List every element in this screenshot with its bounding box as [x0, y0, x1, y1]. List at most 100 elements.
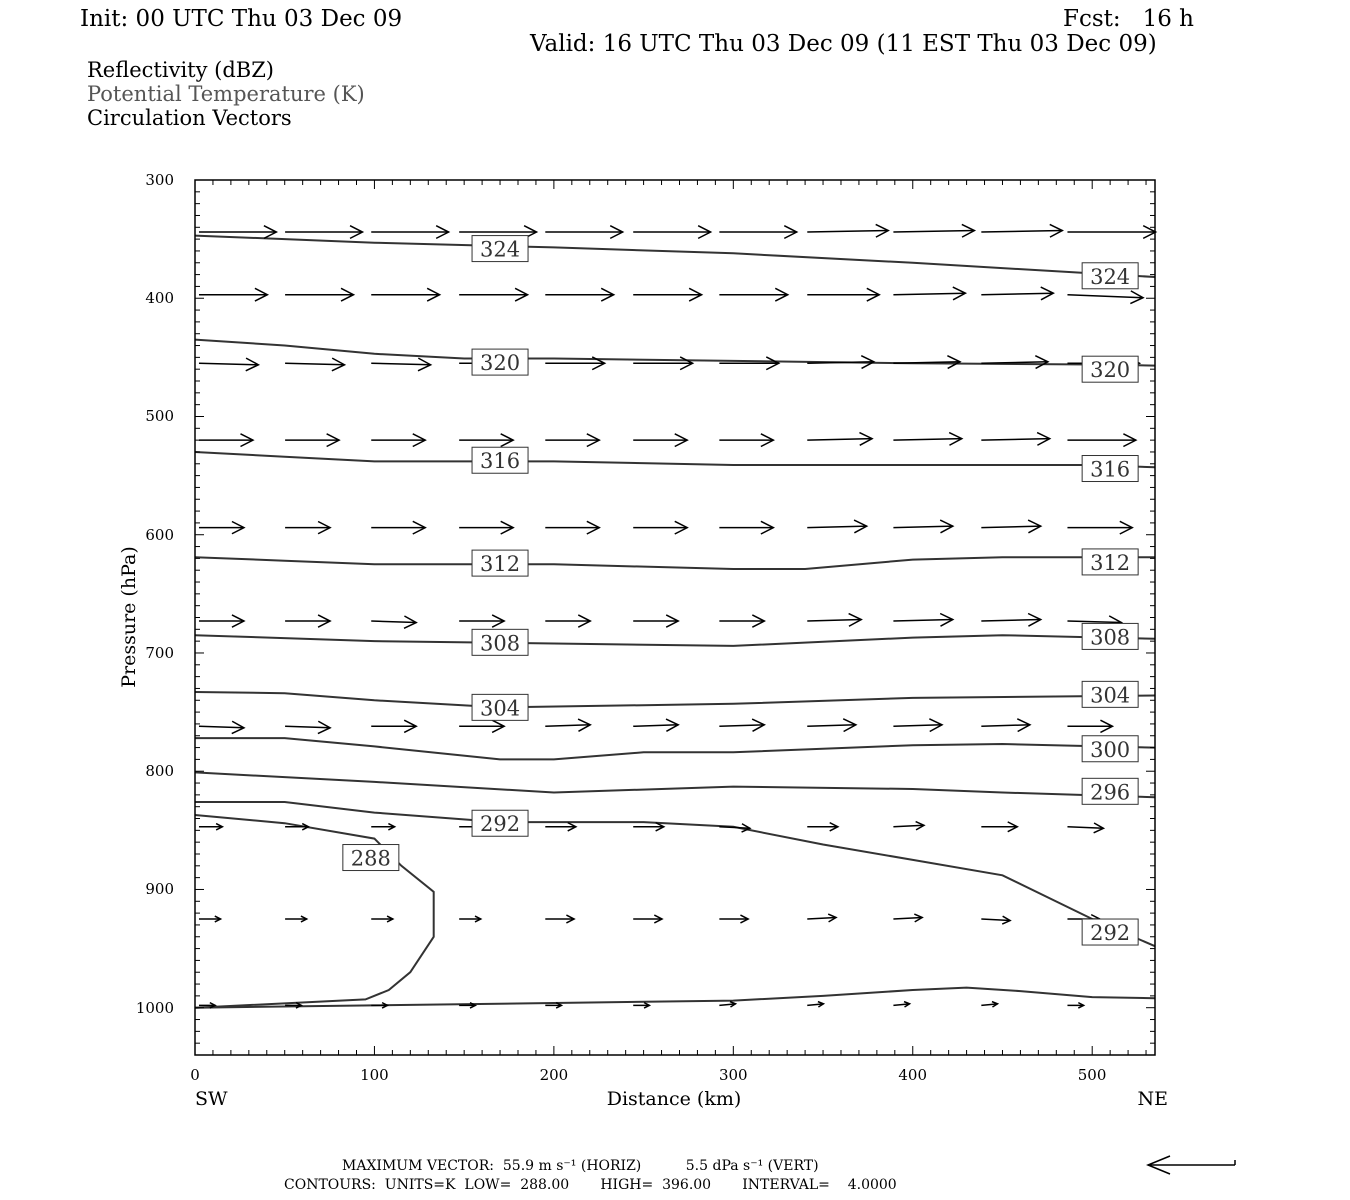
circulation-vector [1067, 822, 1106, 834]
circulation-vector [633, 225, 713, 240]
contour-label-324: 324 [1090, 265, 1130, 289]
circulation-vector [459, 614, 506, 628]
contour-label-316: 316 [1090, 458, 1130, 482]
circulation-vector [198, 915, 223, 923]
contour-line-288 [194, 814, 435, 1009]
contour-label-box [1081, 777, 1139, 805]
y-axis-label: Pressure (hPa) [118, 546, 140, 688]
circulation-vector [893, 431, 964, 446]
contour-label-box [1081, 622, 1139, 650]
circulation-vector [285, 822, 311, 831]
x-tick-label-200: 200 [540, 1066, 569, 1084]
contour-label-box [1081, 262, 1139, 290]
circulation-vector [893, 223, 977, 238]
circulation-vector [459, 433, 515, 448]
circulation-vector [981, 286, 1055, 301]
contour-label-308: 308 [480, 631, 520, 655]
circulation-vector [371, 719, 418, 734]
circulation-vector [459, 915, 483, 923]
circulation-vector [719, 823, 752, 833]
circulation-vector [1067, 290, 1145, 305]
contour-label-box [471, 628, 529, 656]
circulation-vector [981, 223, 1064, 238]
contour-label-316: 316 [480, 449, 520, 473]
y-tick-label-800: 800 [145, 762, 174, 780]
x-tick-label-100: 100 [360, 1066, 389, 1084]
circulation-vector [807, 355, 876, 370]
contour-label-box [1081, 355, 1139, 383]
contour-label-box [471, 235, 529, 263]
circulation-vector [807, 913, 838, 923]
circulation-vector [459, 287, 530, 302]
circulation-vector [1067, 520, 1134, 535]
circulation-vectors [198, 223, 1158, 1009]
x-tick-label-300: 300 [719, 1066, 748, 1084]
circulation-vector [719, 614, 766, 628]
circulation-vector [285, 1001, 303, 1009]
circulation-vector [893, 913, 924, 923]
y-tick-label-900: 900 [145, 880, 174, 898]
contour-labels: 324 324 320 320 316 316 312 312 308 308 304 304 300 2… [342, 235, 1139, 946]
contour-line-300 [195, 737, 1156, 761]
circulation-vector [807, 287, 881, 302]
contour-line-316 [194, 451, 1156, 469]
circulation-vector [198, 1001, 217, 1009]
contour-line-312 [194, 556, 1155, 570]
circulation-vector [981, 718, 1032, 733]
circulation-vector [198, 614, 246, 628]
circulation-vector [981, 915, 1012, 925]
contour-label-300: 300 [1090, 738, 1130, 762]
circulation-vector [981, 612, 1043, 627]
contour-line-296 [194, 771, 1156, 799]
circulation-vector [371, 357, 433, 372]
circulation-vector [893, 820, 926, 831]
contour-line-surface [194, 986, 1156, 1009]
x-tick-label-400: 400 [898, 1066, 927, 1084]
circulation-vector [371, 287, 442, 302]
circulation-vector [198, 520, 246, 535]
contour-label-box [471, 348, 529, 376]
x-axis-end-left: SW [195, 1088, 228, 1110]
circulation-vector [893, 1000, 912, 1008]
contour-label-308: 308 [1090, 625, 1130, 649]
circulation-vector [1067, 225, 1158, 240]
contour-line-304 [194, 691, 1156, 709]
x-tick-label-500: 500 [1078, 1066, 1107, 1084]
circulation-vector [719, 1000, 738, 1008]
reference-vector-arrow [1146, 1155, 1236, 1175]
y-tick-label-1000: 1000 [136, 999, 174, 1017]
circulation-vector [893, 718, 944, 733]
circulation-vector [198, 822, 225, 831]
circulation-vector [1067, 433, 1138, 448]
circulation-vector [633, 520, 689, 535]
circulation-vector [719, 718, 766, 732]
circulation-vector [545, 614, 592, 628]
circulation-vector [633, 1001, 652, 1009]
circulation-vector [981, 355, 1050, 370]
circulation-vector [719, 433, 775, 448]
circulation-vector [198, 357, 261, 372]
contour-label-box [1081, 680, 1139, 708]
x-axis-end-right: NE [1138, 1088, 1169, 1110]
circulation-vector [807, 519, 869, 534]
y-tick-label-700: 700 [145, 644, 174, 662]
circulation-vector [893, 355, 962, 370]
circulation-vector [807, 223, 890, 238]
legend-reflectivity: Reflectivity (dBZ) [87, 58, 275, 82]
circulation-vector [545, 1001, 564, 1009]
y-tick-label-500: 500 [145, 407, 174, 425]
circulation-vector [633, 821, 666, 832]
circulation-vector [545, 225, 625, 240]
circulation-vector [285, 225, 365, 240]
circulation-vector [893, 612, 955, 627]
circulation-vector [545, 718, 592, 732]
contour-label-box [1081, 918, 1139, 946]
contour-label-304: 304 [480, 696, 520, 720]
circulation-vector [285, 520, 332, 535]
contour-label-box [471, 809, 529, 837]
circulation-vector [807, 718, 858, 733]
circulation-vector [719, 520, 775, 535]
circulation-vector [633, 614, 680, 628]
circulation-vector [371, 433, 427, 448]
circulation-vector [285, 433, 341, 448]
